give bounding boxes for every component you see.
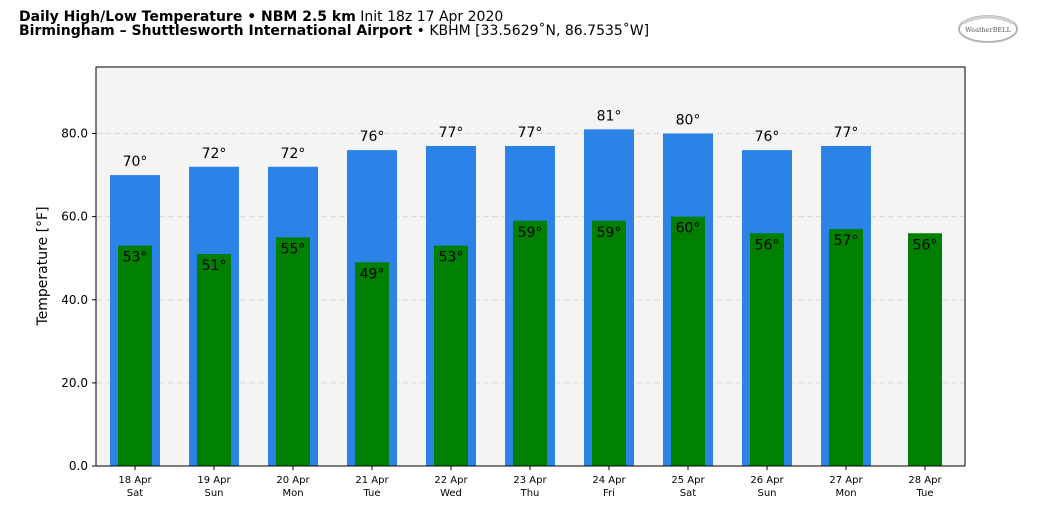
x-tick-date: 20 Apr [276,475,310,486]
low-temp-bar [118,245,152,466]
low-temp-bar [434,245,468,466]
x-tick-day: Mon [835,488,856,499]
x-tick-day: Fri [603,488,615,499]
high-temp-label: 80° [676,113,701,129]
chart-title: Daily High/Low Temperature • NBM 2.5 km … [19,9,503,25]
y-tick-label: 60.0 [61,210,88,224]
x-tick-day: Tue [915,488,933,499]
low-temp-label: 59° [518,225,543,241]
low-temp-label: 56° [755,237,780,253]
x-tick-date: 27 Apr [829,475,863,486]
y-tick-label: 40.0 [61,293,88,307]
low-temp-bar [513,220,547,466]
weatherbell-logo: WeatherBELL [958,15,1018,43]
chart-location: Birmingham – Shuttlesworth International… [19,23,649,39]
logo-text: WeatherBELL [965,26,1011,34]
x-tick-day: Sat [127,488,143,499]
x-tick-day: Wed [440,488,462,499]
low-temp-bar [197,254,231,466]
x-tick-date: 21 Apr [355,475,389,486]
high-temp-label: 77° [439,125,464,141]
low-temp-bar [908,233,942,466]
low-temp-bar [592,220,626,466]
x-tick-date: 23 Apr [513,475,547,486]
x-tick-day: Thu [520,488,540,499]
low-temp-label: 60° [676,221,701,237]
low-temp-bar [355,262,389,466]
high-temp-label: 76° [755,129,780,145]
low-temp-bar [671,216,705,466]
chart-title-bold: Daily High/Low Temperature • NBM 2.5 km [19,9,356,25]
low-temp-label: 55° [281,241,306,257]
high-temp-label: 70° [123,154,148,170]
low-temp-bar [750,233,784,466]
high-temp-label: 72° [202,146,227,162]
low-temp-label: 49° [360,266,385,282]
y-tick-label: 80.0 [61,127,88,141]
low-temp-label: 59° [597,225,622,241]
chart-init-time: Init 18z 17 Apr 2020 [360,9,504,25]
low-temp-bar [829,229,863,466]
x-tick-date: 19 Apr [197,475,231,486]
y-tick-label: 0.0 [69,459,88,473]
low-temp-label: 53° [123,250,148,266]
x-tick-day: Sat [680,488,696,499]
x-tick-date: 18 Apr [118,475,152,486]
low-temp-label: 57° [834,233,859,249]
high-temp-label: 72° [281,146,306,162]
high-temp-label: 81° [597,108,622,124]
y-axis-label: Temperature [°F] [35,206,51,326]
x-tick-day: Sun [757,488,776,499]
y-tick-label: 20.0 [61,376,88,390]
x-tick-day: Sun [204,488,223,499]
low-temp-label: 56° [913,237,938,253]
x-tick-day: Tue [362,488,380,499]
low-temp-label: 51° [202,258,227,274]
low-temp-bar [276,237,310,466]
x-tick-date: 22 Apr [434,475,468,486]
x-tick-day: Mon [282,488,303,499]
location-coordinates: • KBHM [33.5629˚N, 86.7535˚W] [416,23,650,39]
x-tick-date: 25 Apr [671,475,705,486]
location-name: Birmingham – Shuttlesworth International… [19,23,413,39]
x-tick-date: 24 Apr [592,475,626,486]
high-temp-label: 77° [834,125,859,141]
x-tick-date: 26 Apr [750,475,784,486]
high-temp-label: 76° [360,129,385,145]
x-tick-date: 28 Apr [908,475,942,486]
high-temp-label: 77° [518,125,543,141]
low-temp-label: 53° [439,250,464,266]
